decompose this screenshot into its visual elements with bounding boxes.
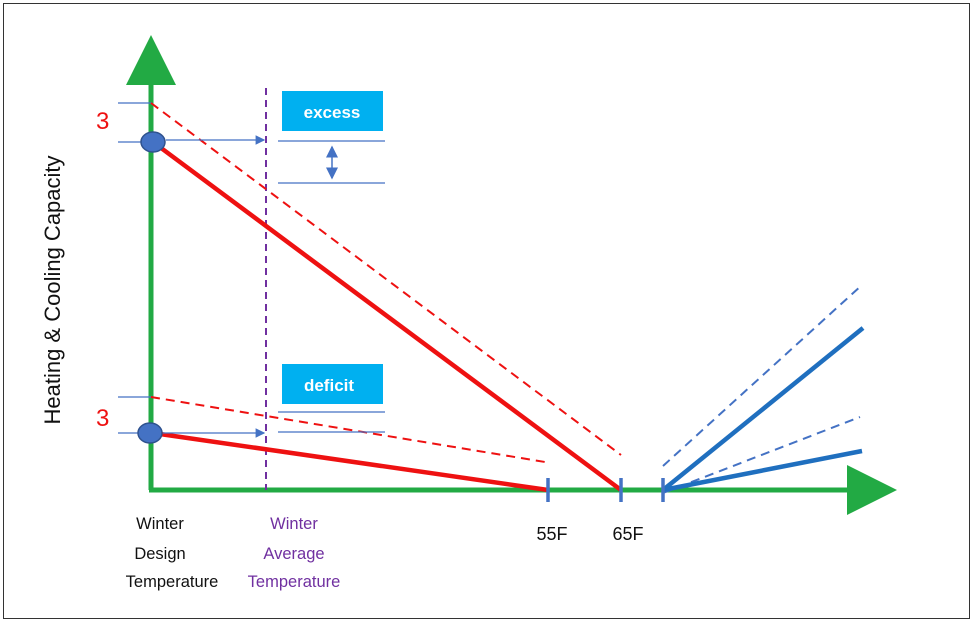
heating-lower-solid-line bbox=[152, 430, 549, 493]
diagram-frame bbox=[3, 3, 970, 619]
cooling-upper-solid-line bbox=[661, 326, 865, 492]
winter-average-caption-line3: Temperature bbox=[248, 573, 341, 591]
cooling-lower-solid-line bbox=[662, 448, 863, 493]
winter-average-caption-line1: Winter bbox=[270, 515, 318, 533]
y-axis-label: Heating & Cooling Capacity bbox=[40, 155, 65, 424]
winter-design-caption-line2: Design bbox=[134, 545, 185, 563]
heating-upper-solid-line bbox=[151, 140, 623, 492]
cooling-lower-dashed-line bbox=[662, 416, 861, 494]
deficit-callout-box bbox=[282, 364, 383, 404]
upper-value-label: 3 bbox=[96, 108, 109, 135]
tick-55f-label: 55F bbox=[536, 524, 567, 544]
deficit-callout-label: deficit bbox=[304, 376, 354, 395]
heating-upper-dashed-line bbox=[150, 102, 622, 456]
cooling-upper-dashed-line bbox=[662, 284, 863, 467]
winter-design-caption-line1: Winter bbox=[136, 515, 184, 533]
tick-65f-label: 65F bbox=[612, 524, 643, 544]
excess-callout-label: excess bbox=[304, 103, 361, 122]
lower-capacity-marker bbox=[137, 422, 163, 444]
lower-value-label: 3 bbox=[96, 405, 109, 432]
heating-lower-dashed-line bbox=[150, 396, 546, 463]
upper-capacity-marker bbox=[140, 131, 166, 153]
winter-average-caption-line2: Average bbox=[263, 545, 324, 563]
excess-callout-box bbox=[282, 91, 383, 131]
winter-design-caption-line3: Temperature bbox=[126, 573, 219, 591]
